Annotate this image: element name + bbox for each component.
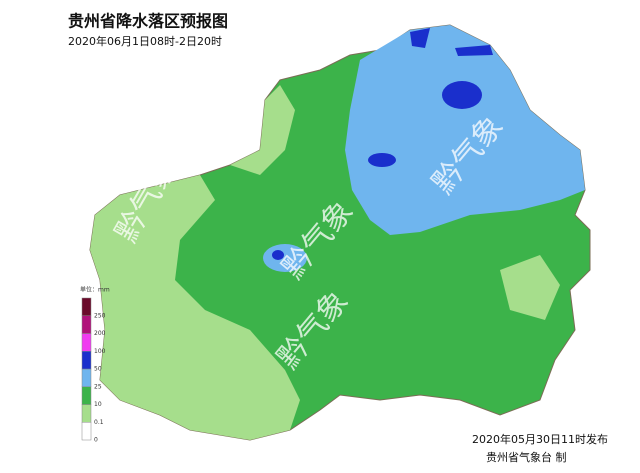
rainstorm-area (272, 250, 284, 260)
map-title: 贵州省降水落区预报图 (68, 12, 228, 31)
legend-swatch (81, 422, 92, 441)
rainstorm-area (455, 45, 493, 56)
issue-time: 2020年05月30日11时发布 (472, 432, 608, 446)
legend-swatch (81, 404, 92, 423)
light-rain-area (230, 85, 295, 175)
rainstorm-area (442, 81, 482, 109)
legend-swatch (81, 297, 92, 316)
legend-unit: 单位：mm (80, 286, 110, 294)
light-rain-area (90, 175, 300, 440)
heavy-rain-area (345, 25, 585, 235)
legend-tick-label: 25 (94, 383, 102, 390)
issuer: 贵州省气象台 制 (486, 450, 567, 464)
legend: 0 0.1 10 25 50 100 200 250 (81, 297, 106, 444)
light-rain-area (500, 255, 560, 320)
legend-tick-label: 50 (94, 366, 102, 373)
legend-tick-label: 200 (94, 330, 106, 337)
legend-tick-label: 100 (94, 348, 106, 355)
rainstorm-area (368, 153, 396, 167)
heavy-rain-area (263, 244, 307, 272)
legend-tick-label: 0.1 (94, 419, 104, 426)
legend-tick-label: 250 (94, 312, 106, 319)
legend-swatch (81, 368, 92, 387)
legend-tick-label: 0 (94, 437, 98, 444)
rainstorm-area (410, 28, 430, 48)
legend-swatch (81, 315, 92, 334)
legend-swatch (81, 351, 92, 370)
legend-swatch (81, 386, 92, 405)
map-subtitle: 2020年06月1日08时-2日20时 (68, 34, 222, 48)
legend-tick-label: 10 (94, 401, 102, 408)
legend-swatch (81, 333, 92, 352)
